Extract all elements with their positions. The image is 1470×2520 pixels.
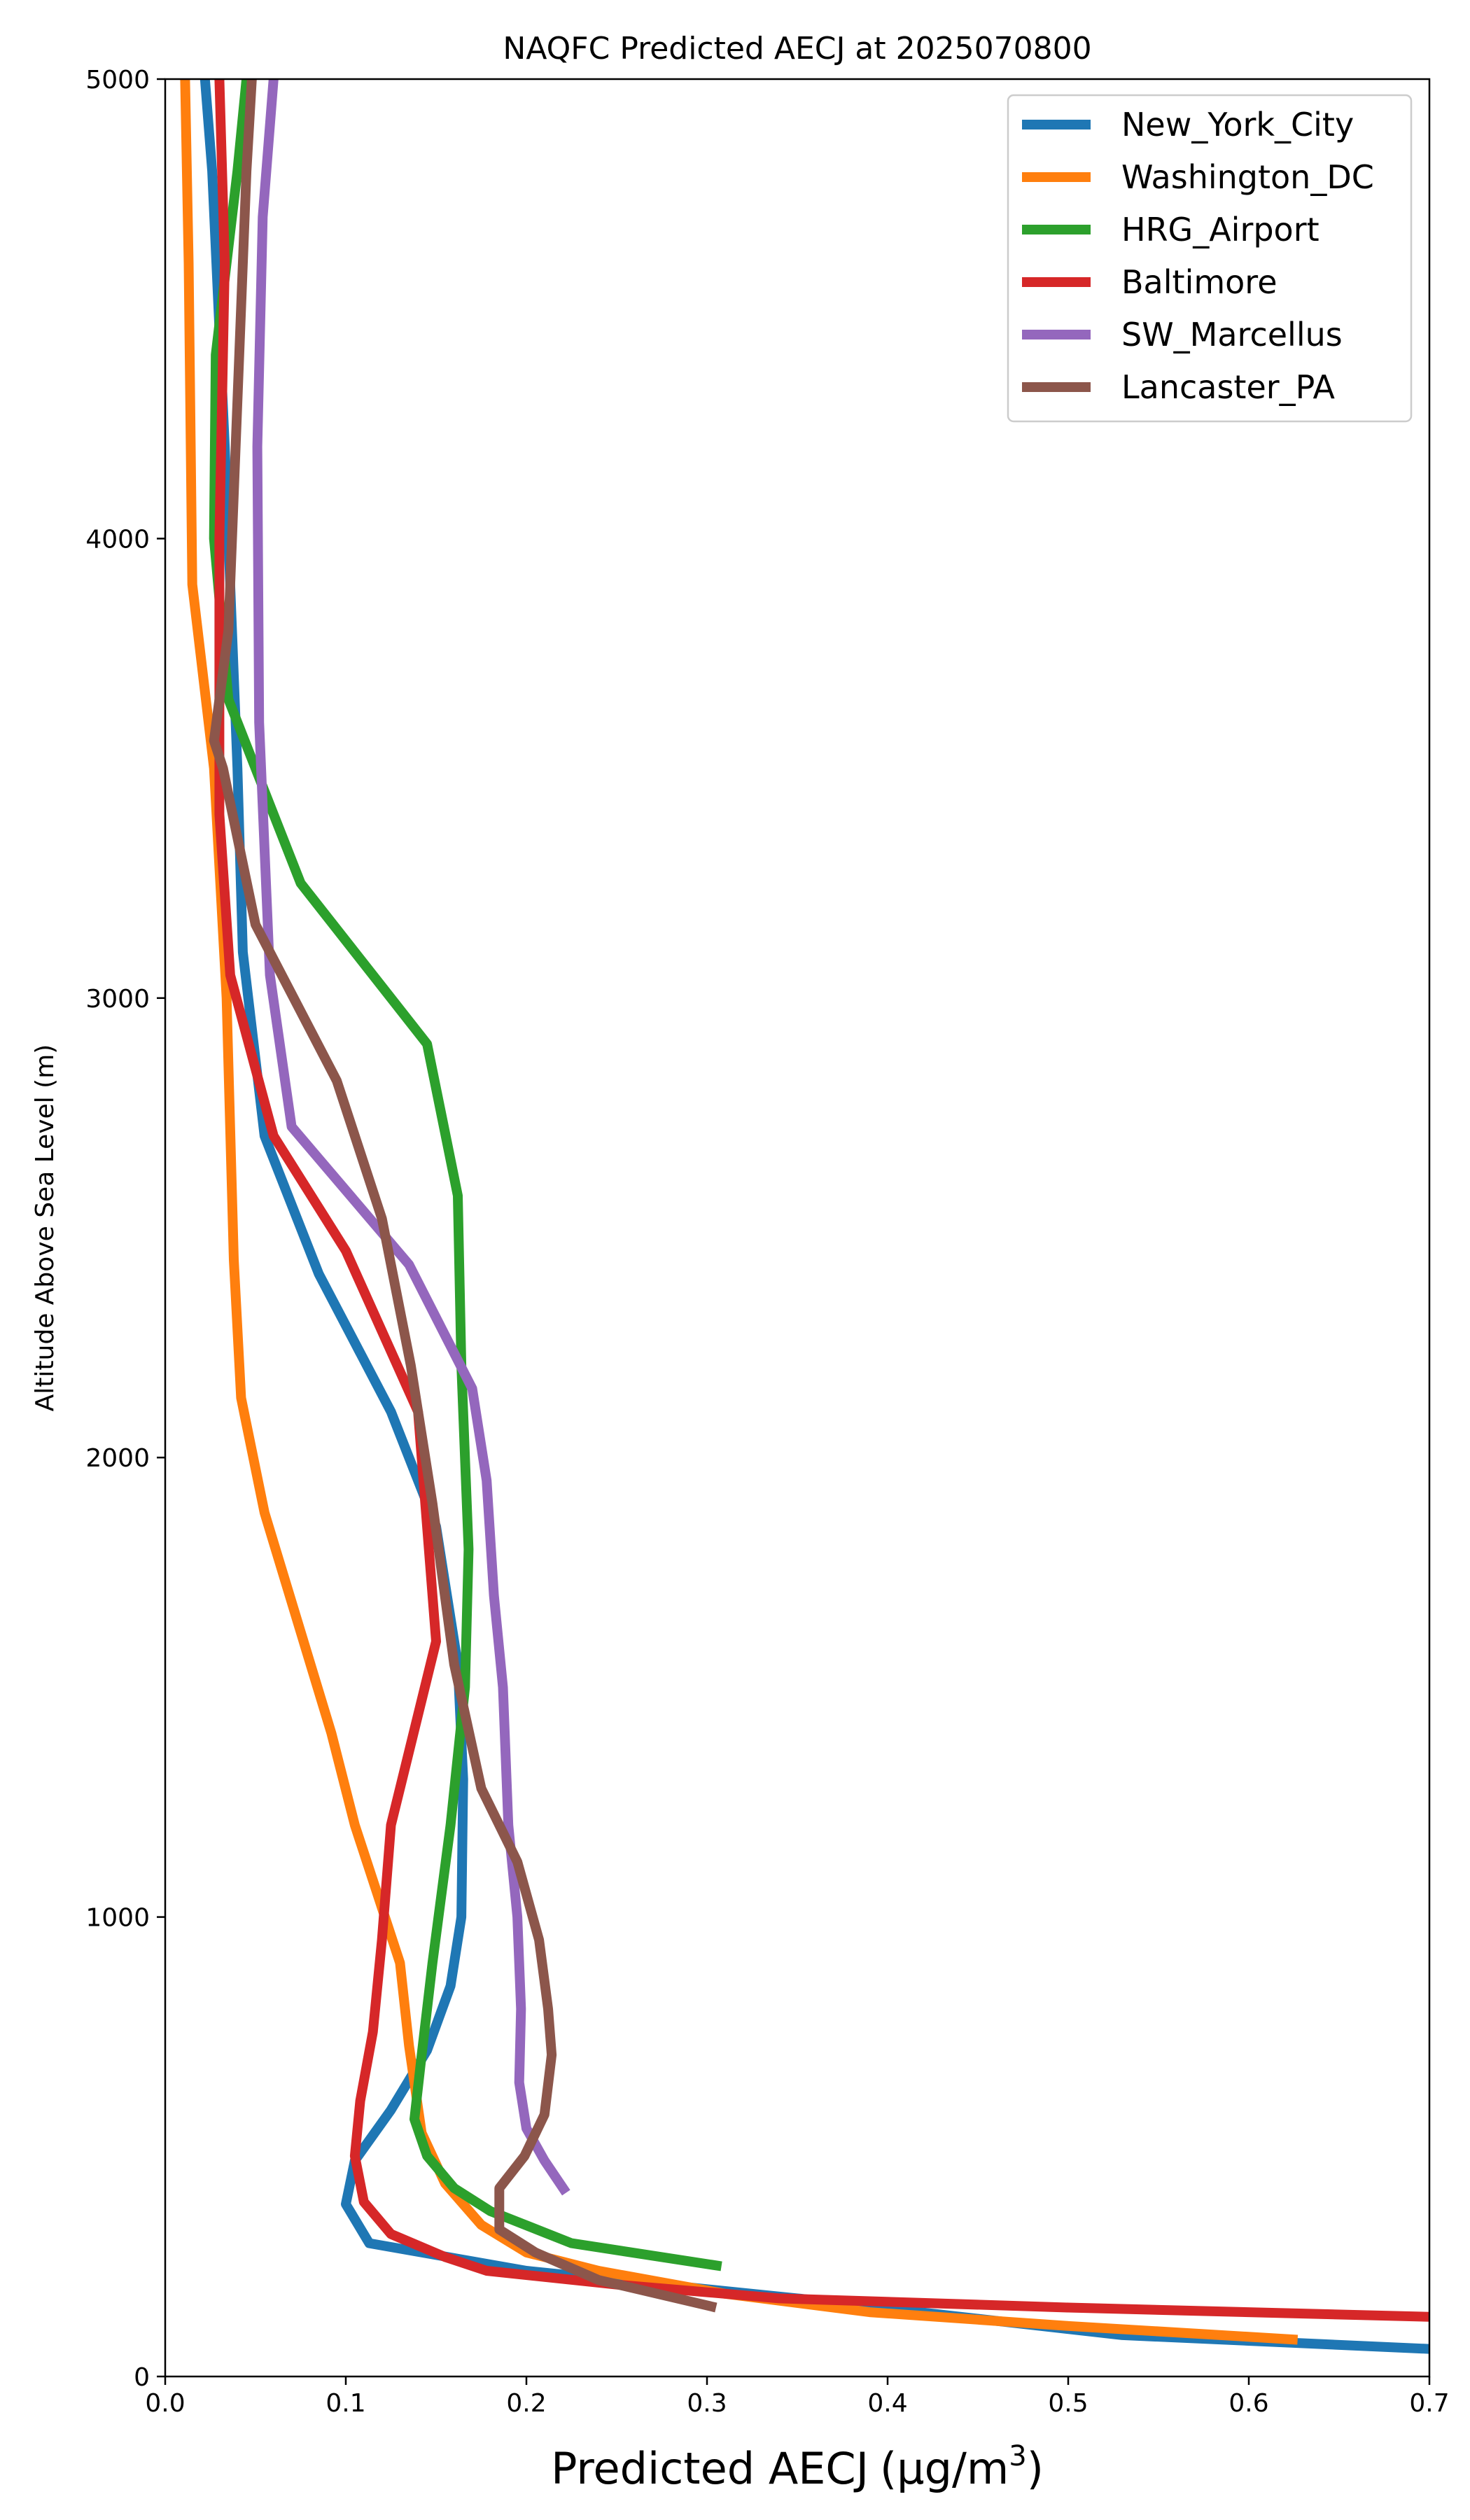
x-axis-unit-superscript: 3	[1009, 2440, 1026, 2472]
legend-label: Washington_DC	[1121, 158, 1374, 196]
x-tick-label: 0.1	[326, 2389, 365, 2418]
y-axis: 0 1000 2000 3000 4000 5000	[85, 66, 165, 2392]
legend-label: SW_Marcellus	[1121, 316, 1343, 354]
x-axis-label: Predicted AECJ (μg/m3)	[551, 2440, 1044, 2494]
series-line-baltimore	[214, 79, 1429, 2322]
series-line-sw-marcellus	[252, 79, 570, 2196]
series-line-lancaster-pa	[209, 79, 718, 2313]
legend-label: HRG_Airport	[1121, 211, 1320, 248]
y-tick-label: 2000	[85, 1444, 150, 1473]
y-tick-label: 3000	[85, 985, 150, 1014]
series-layer	[180, 79, 1429, 2354]
legend-label: Baltimore	[1121, 263, 1278, 301]
x-tick-label: 0.7	[1409, 2389, 1449, 2418]
legend-label: Lancaster_PA	[1121, 368, 1335, 406]
y-tick-label: 4000	[85, 525, 150, 554]
chart-title: NAQFC Predicted AECJ at 2025070800	[503, 31, 1091, 66]
legend-items: New_York_City Washington_DC HRG_Airport Bal…	[1022, 106, 1374, 406]
x-tick-label: 0.6	[1228, 2389, 1268, 2418]
y-tick-label: 1000	[85, 1904, 150, 1933]
legend-label: New_York_City	[1121, 106, 1354, 144]
y-tick-label: 0	[134, 2363, 150, 2392]
legend: New_York_City Washington_DC HRG_Airport Bal…	[1007, 94, 1413, 423]
x-axis-unit: (μg/m	[880, 2443, 1009, 2494]
x-axis: 0.0 0.1 0.2 0.3 0.4 0.5 0.6 0.7	[145, 2376, 1450, 2418]
y-axis-label: Altitude Above Sea Level (m)	[31, 1044, 59, 1412]
x-tick-label: 0.5	[1048, 2389, 1088, 2418]
x-tick-label: 0.2	[506, 2389, 546, 2418]
y-tick-label: 5000	[85, 66, 150, 94]
x-tick-label: 0.3	[687, 2389, 727, 2418]
x-axis-unit-close: )	[1027, 2443, 1044, 2494]
x-axis-label-text: Predicted AECJ	[551, 2443, 869, 2494]
legend-frame	[1007, 94, 1413, 423]
x-tick-label: 0.4	[867, 2389, 907, 2418]
x-tick-label: 0.0	[145, 2389, 185, 2418]
plot-frame	[164, 78, 1431, 2378]
